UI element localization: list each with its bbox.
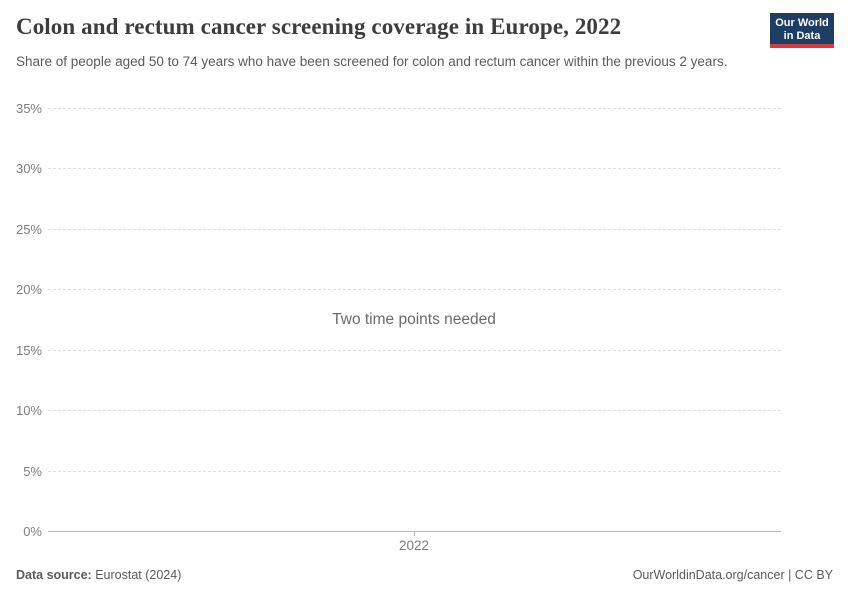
y-tick-label: 30%: [15, 161, 42, 176]
data-source-label: Data source:: [16, 568, 92, 582]
owid-logo[interactable]: Our World in Data: [770, 13, 834, 48]
no-data-message: Two time points needed: [332, 311, 496, 328]
gridline-10: 10%: [16, 403, 781, 418]
gridline-20: 20%: [16, 282, 781, 297]
x-tick-label: 2022: [398, 538, 430, 553]
page-title: Colon and rectum cancer screening covera…: [16, 14, 622, 39]
owid-cc-link[interactable]: OurWorldinData.org/cancer | CC BY: [632, 568, 833, 582]
gridline-25: 25%: [16, 222, 781, 237]
data-source: Data source: Eurostat (2024): [16, 568, 181, 582]
gridline-30: 30%: [16, 161, 781, 176]
x-tick-mark: [414, 531, 415, 536]
y-tick-label: 0%: [23, 524, 42, 539]
chart-subtitle: Share of people aged 50 to 74 years who …: [16, 54, 728, 69]
y-tick-label: 20%: [15, 282, 42, 297]
owid-logo-line1: Our World: [775, 17, 829, 29]
chart-footer: Data source: Eurostat (2024) OurWorldinD…: [16, 568, 833, 582]
gridline-15: 15%: [16, 343, 781, 358]
y-tick-label: 35%: [15, 101, 42, 116]
y-tick-label: 10%: [15, 403, 42, 418]
gridline-35: 35%: [16, 101, 781, 116]
y-tick-label: 15%: [15, 343, 42, 358]
owid-logo-line2: in Data: [783, 30, 821, 42]
y-tick-label: 25%: [15, 222, 42, 237]
y-tick-label: 5%: [23, 464, 42, 479]
gridline-5: 5%: [23, 464, 781, 479]
data-source-value: Eurostat (2024): [91, 568, 182, 582]
